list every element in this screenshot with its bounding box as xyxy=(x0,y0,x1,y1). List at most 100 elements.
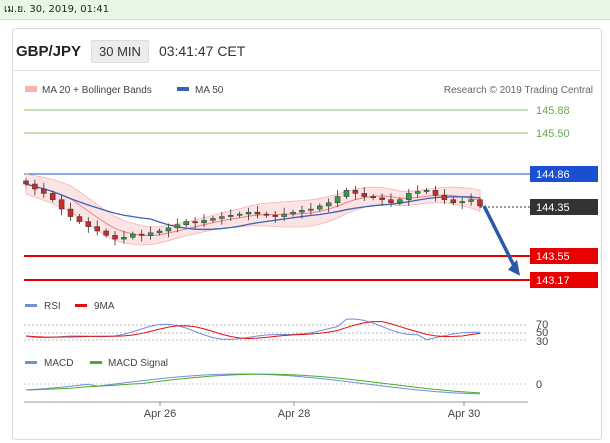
candle-body xyxy=(130,233,136,238)
candle-body xyxy=(317,205,323,210)
macd-legend-swatch xyxy=(25,361,37,364)
candle-body xyxy=(308,208,314,211)
candle-body xyxy=(299,210,305,213)
candle-body xyxy=(361,193,368,197)
instrument-name: GBP/JPY xyxy=(16,42,82,60)
ma20-legend-swatch xyxy=(25,86,37,92)
projection-arrow xyxy=(482,205,520,276)
candle-body xyxy=(334,196,341,204)
chart-panel xyxy=(12,28,602,440)
macd-signal-path xyxy=(25,373,481,394)
candle-body xyxy=(370,196,376,199)
candle-body xyxy=(423,190,430,192)
support-label-143-55: 143.55 xyxy=(536,251,570,263)
rsi-ma-legend-swatch xyxy=(75,304,87,307)
ma50-line xyxy=(25,183,481,231)
level-label-145-50: 145.50 xyxy=(536,128,570,140)
candle-body xyxy=(281,213,287,217)
chart-header: GBP/JPY 30 MIN 03:41:47 CET xyxy=(16,38,245,64)
candle-body xyxy=(379,197,385,200)
support-label-143-17: 143.17 xyxy=(536,275,570,287)
candle-body xyxy=(272,215,279,217)
candle-body xyxy=(112,235,118,240)
resistance-label: 144.86 xyxy=(536,169,570,181)
candle-body xyxy=(147,232,154,236)
candle-body xyxy=(325,202,332,207)
candle-body xyxy=(58,199,65,210)
ma50-legend-label: MA 50 xyxy=(195,85,224,96)
candle-body xyxy=(290,211,296,215)
candle-body xyxy=(414,191,421,194)
last-price-tag xyxy=(530,199,598,215)
macd-legend-label: MACD xyxy=(44,358,73,369)
ma50-legend-swatch xyxy=(177,87,189,91)
level-label-145-88: 145.88 xyxy=(536,105,570,117)
macd-signal-legend-label: MACD Signal xyxy=(108,358,168,369)
candle-body xyxy=(49,193,56,200)
candle-body xyxy=(477,199,483,207)
timeframe-badge[interactable]: 30 MIN xyxy=(91,39,149,63)
credit-text: Research © 2019 Trading Central xyxy=(444,85,593,96)
candle-body xyxy=(67,208,74,217)
rsi-legend-label: RSI xyxy=(44,301,61,312)
candle-body xyxy=(76,216,83,222)
candle-body xyxy=(219,216,225,219)
last-price-label: 144.35 xyxy=(536,202,570,214)
candle-body xyxy=(201,220,207,224)
candle-body xyxy=(343,190,350,197)
candlesticks xyxy=(23,178,483,246)
rsi-ma-path xyxy=(25,321,481,339)
candle-body xyxy=(450,199,457,204)
projection-arrow-head xyxy=(508,259,520,276)
candle-body xyxy=(183,221,189,225)
candle-body xyxy=(94,226,100,232)
candle-body xyxy=(441,195,448,200)
candle-body xyxy=(388,199,394,204)
candle-body xyxy=(236,213,243,216)
x-label-apr26: Apr 26 xyxy=(144,408,176,420)
candle-body xyxy=(468,199,474,202)
candle-body xyxy=(85,221,92,227)
rsi-legend-swatch xyxy=(25,304,37,307)
candle-body xyxy=(263,213,270,216)
header-divider xyxy=(12,70,600,71)
macd-zero-label: 0 xyxy=(536,379,542,391)
support-tag-143-55 xyxy=(530,248,598,264)
candle-body xyxy=(397,199,403,204)
candle-body xyxy=(174,224,181,229)
ma20-legend-label: MA 20 + Bollinger Bands xyxy=(42,85,152,96)
x-label-apr30: Apr 30 xyxy=(448,408,480,420)
rsi-70-label: 70 xyxy=(536,319,548,331)
candle-body xyxy=(165,227,172,232)
candle-body xyxy=(459,201,465,204)
macd-signal-legend-swatch xyxy=(90,361,102,364)
bollinger-bands xyxy=(25,173,481,246)
macd-lines xyxy=(25,373,481,395)
ma20-line xyxy=(25,183,481,237)
candle-body xyxy=(352,190,359,194)
chart-time: 03:41:47 CET xyxy=(158,43,246,59)
rsi-lines xyxy=(25,318,481,341)
x-label-apr28: Apr 28 xyxy=(278,408,310,420)
candle-body xyxy=(432,190,439,196)
candle-body xyxy=(156,230,163,234)
candle-body xyxy=(245,211,252,215)
candle-body xyxy=(192,221,198,224)
candle-body xyxy=(103,230,109,236)
rsi-ma-legend-label: 9MA xyxy=(94,301,115,312)
projection-arrow-shaft xyxy=(482,205,518,271)
candle-body xyxy=(210,218,216,221)
candle-body xyxy=(32,183,38,190)
candle-body xyxy=(406,193,412,200)
candle-body xyxy=(227,215,234,217)
timestamp-text: เม.ย. 30, 2019, 01:41 xyxy=(4,4,110,15)
ma50-path xyxy=(25,183,481,231)
rsi-50-label: 50 xyxy=(536,327,548,339)
bollinger-band-area xyxy=(25,173,481,246)
timestamp-bar: เม.ย. 30, 2019, 01:41 xyxy=(0,0,610,20)
candle-body xyxy=(41,188,47,194)
rsi-30-label: 30 xyxy=(536,336,548,348)
candle-body xyxy=(254,211,261,215)
support-tag-143-17 xyxy=(530,272,598,288)
